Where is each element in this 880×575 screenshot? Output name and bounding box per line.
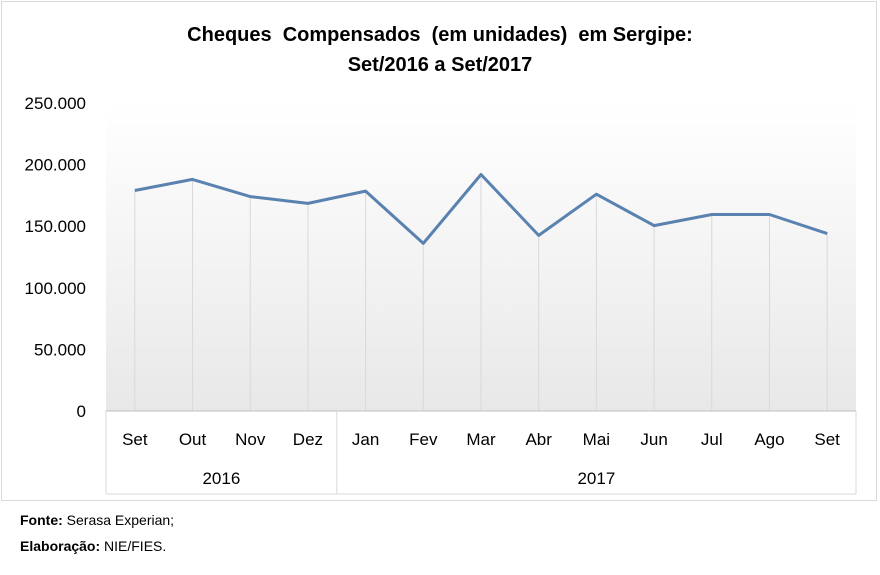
y-tick-label: 100.000 [25,279,86,298]
x-tick-label: Out [179,430,207,449]
source-value: Serasa Experian; [62,512,175,528]
x-tick-label: Mar [466,430,496,449]
x-tick-label: Mai [583,430,610,449]
x-tick-label: Jul [701,430,723,449]
chart-title: Cheques Compensados (em unidades) em Ser… [187,24,693,46]
source-note: Fonte: Serasa Experian; [20,512,174,528]
x-tick-label: Nov [235,430,266,449]
chart-subtitle: Set/2016 a Set/2017 [347,54,533,76]
x-group-label: 2016 [202,469,240,488]
x-tick-label: Jun [640,430,667,449]
source-label: Fonte: [20,512,63,528]
series-line [134,173,828,245]
y-tick-label: 50.000 [34,340,86,359]
author-label: Elaboração: [20,538,101,554]
x-tick-label: Set [814,430,840,449]
line-chart: 250.000 200.000 150.000 100.000 50.000 0 Set O… [25,94,857,495]
y-tick-label: 150.000 [25,217,86,236]
x-tick-label: Set [122,430,148,449]
y-tick-label: 250.000 [25,94,86,113]
x-tick-label: Dez [293,430,323,449]
y-tick-label: 200.000 [25,156,86,175]
author-value: NIE/FIES. [100,538,167,554]
author-note: Elaboração: NIE/FIES. [20,538,166,554]
chart-title-block: Cheques Compensados (em unidades) em Ser… [0,20,880,80]
y-tick-label: 0 [77,402,86,421]
x-tick-label: Ago [754,430,784,449]
x-tick-label: Fev [409,430,438,449]
x-tick-label: Jan [352,430,379,449]
x-tick-label: Abr [525,430,552,449]
x-group-label: 2017 [577,469,615,488]
